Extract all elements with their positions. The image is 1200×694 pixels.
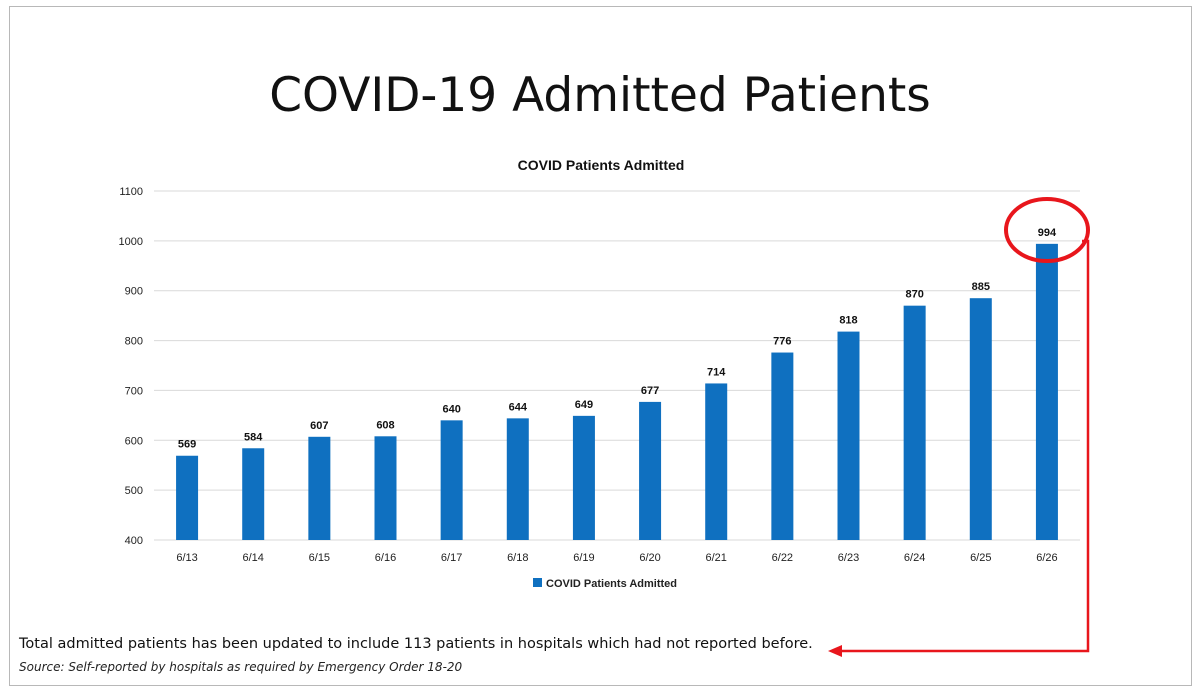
- y-tick-label: 1000: [119, 236, 143, 248]
- bar: [176, 455, 199, 540]
- bar: [572, 415, 595, 540]
- legend-swatch: [533, 578, 542, 587]
- x-axis-ticks: 6/13 6/14 6/15 6/16 6/17 6/18 6/19 6/20 6/21 6/22…: [176, 552, 1057, 564]
- x-tick-label: 6/17: [441, 552, 462, 564]
- highlight-circle: [1004, 197, 1090, 263]
- bar: [1035, 243, 1058, 540]
- x-tick-label: 6/26: [1036, 552, 1057, 564]
- y-tick-label: 1100: [119, 186, 143, 198]
- bar-value-label: 644: [509, 401, 528, 413]
- y-tick-label: 700: [125, 385, 143, 397]
- x-tick-label: 6/22: [772, 552, 793, 564]
- legend: COVID Patients Admitted: [533, 578, 677, 590]
- y-tick-label: 600: [125, 435, 143, 447]
- x-tick-label: 6/24: [904, 552, 925, 564]
- x-tick-label: 6/18: [507, 552, 528, 564]
- bar-value-label: 640: [442, 403, 460, 415]
- bar: [308, 436, 331, 540]
- bar: [771, 352, 794, 540]
- bar-value-label: 714: [707, 366, 726, 378]
- bar-value-label: 569: [178, 439, 196, 451]
- bar-value-label: 818: [839, 315, 857, 327]
- y-tick-label: 900: [125, 286, 143, 298]
- x-tick-label: 6/23: [838, 552, 859, 564]
- bar: [440, 420, 463, 540]
- x-tick-label: 6/15: [309, 552, 330, 564]
- bar-value-label: 677: [641, 385, 659, 397]
- x-tick-label: 6/13: [176, 552, 197, 564]
- bar-value-label: 607: [310, 420, 328, 432]
- x-tick-label: 6/21: [706, 552, 727, 564]
- bar-value-label: 994: [1038, 227, 1057, 239]
- x-tick-label: 6/19: [573, 552, 594, 564]
- gridlines: [154, 190, 1080, 541]
- update-note: Total admitted patients has been updated…: [19, 636, 813, 652]
- x-tick-label: 6/25: [970, 552, 991, 564]
- legend-label: COVID Patients Admitted: [546, 578, 677, 590]
- highlight-annotation: [828, 197, 1090, 657]
- x-tick-label: 6/14: [243, 552, 264, 564]
- bar-value-label: 776: [773, 336, 791, 348]
- bar: [705, 383, 728, 540]
- highlight-connector-line: [842, 239, 1090, 653]
- source-note: Source: Self-reported by hospitals as re…: [19, 660, 463, 674]
- bar: [374, 436, 397, 540]
- page-title: COVID-19 Admitted Patients: [269, 68, 931, 123]
- bar-value-label: 885: [972, 281, 990, 293]
- slide-frame: [9, 6, 1192, 686]
- bar: [242, 448, 265, 540]
- bar-value-label: 649: [575, 399, 593, 411]
- y-tick-label: 800: [125, 336, 143, 348]
- y-tick-label: 500: [125, 485, 143, 497]
- y-axis-ticks: 400 500 600 700 800 900 1000 1100: [119, 186, 143, 547]
- bar-value-label: 870: [905, 289, 923, 301]
- bar: [903, 305, 926, 540]
- bar: [969, 298, 992, 540]
- x-tick-label: 6/16: [375, 552, 396, 564]
- arrow-head-icon: [828, 645, 842, 657]
- bar-value-label: 584: [244, 431, 263, 443]
- bar: [639, 401, 662, 540]
- bar: [837, 331, 860, 540]
- chart-title: COVID Patients Admitted: [518, 157, 685, 173]
- bar-value-label: 608: [376, 419, 394, 431]
- bar: [506, 418, 529, 540]
- x-tick-label: 6/20: [639, 552, 660, 564]
- y-tick-label: 400: [125, 535, 143, 547]
- data-labels: 569 584 607 608 640 644 649 677 714 776 818 870 885 9…: [178, 227, 1057, 451]
- bars: [176, 243, 1058, 540]
